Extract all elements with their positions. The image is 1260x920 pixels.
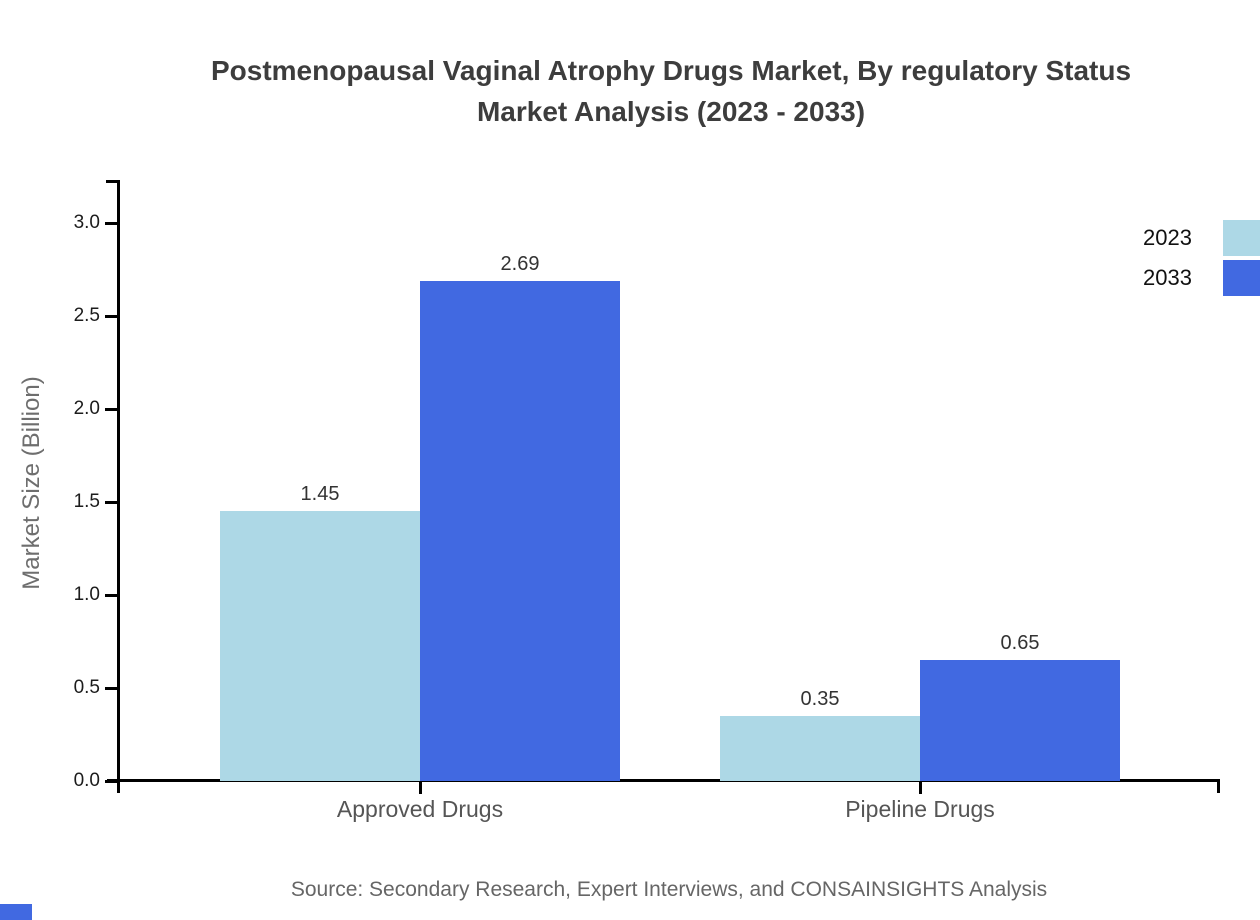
bar-2023-1 [720,715,920,781]
y-tick-mark [105,780,118,783]
legend-label: 2023 [1143,225,1192,250]
source-note: Source: Secondary Research, Expert Inter… [290,878,1048,901]
y-tick-mark [105,594,118,597]
y-tick-mark [105,501,118,504]
chart-title-line2: Market Analysis (2023 - 2033) [476,96,866,127]
legend-label: 2033 [1143,265,1192,290]
y-tick-mark [105,687,118,690]
bar-value-label: 0.35 [800,687,840,710]
y-tick-label: 2.0 [73,398,100,419]
y-tick-label: 0.5 [73,677,100,698]
x-category-label: Pipeline Drugs [845,796,995,822]
bar-2023-0 [220,511,420,781]
legend: 2023 2033 [1143,220,1260,300]
legend-swatch [1223,220,1260,256]
y-tick-label: 1.0 [73,584,100,605]
x-axis-spine [107,779,1220,782]
bar-value-label: 1.45 [300,483,340,506]
y-tick-mark [105,408,118,411]
x-tick-mark [419,781,422,794]
bar-value-label: 0.65 [1000,632,1040,655]
bar-value-label: 2.69 [500,252,540,275]
y-tick-label: 3.0 [73,212,100,233]
y-axis-spine [117,180,120,793]
legend-swatch [1223,260,1260,296]
chart-title: Postmenopausal Vaginal Atrophy Drugs Mar… [82,50,1260,132]
x-category-label: Approved Drugs [336,796,504,822]
x-tick-mark [919,781,922,794]
y-tick-label: 1.5 [73,491,100,512]
bar-2033-1 [920,660,1120,781]
y-tick-mark [105,222,118,225]
legend-item-2023: 2023 [1143,220,1260,256]
y-axis-end-cap [106,180,118,183]
chart-title-line1: Postmenopausal Vaginal Atrophy Drugs Mar… [210,55,1132,86]
x-axis-end-cap [1217,779,1220,793]
bar-2033-0 [420,280,620,781]
brand-mark [0,904,32,920]
y-tick-label: 2.5 [73,305,100,326]
y-tick-label: 0.0 [73,770,100,791]
y-tick-mark [105,315,118,318]
legend-item-2033: 2033 [1143,260,1260,296]
